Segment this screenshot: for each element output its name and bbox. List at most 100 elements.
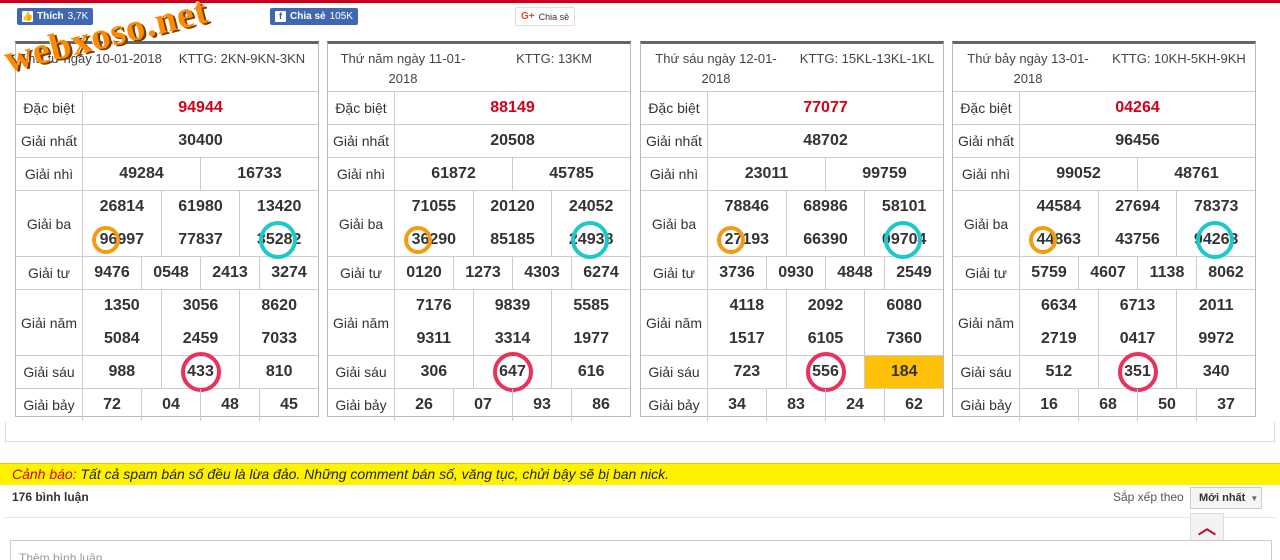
prize-number: 23011 (708, 158, 825, 190)
prize-number-text: 26 (415, 396, 433, 413)
prize-row: Giải bảy 72 04 48 45 (16, 388, 318, 421)
prize-label: Giải bảy (328, 389, 395, 421)
prize-number-text: 7033 (261, 329, 297, 347)
prize-number-text: 26814 (99, 198, 145, 216)
prize-number: 94944 (83, 92, 318, 124)
warning-label: Cảnh báo: (12, 466, 77, 482)
prize-number-text: 184 (890, 363, 918, 380)
prize-row: Giải sáu 512 351 340 (953, 352, 1255, 392)
facebook-share-button[interactable]: f Chia sẻ 105K (270, 8, 358, 25)
prize-number-text: 48702 (803, 132, 848, 149)
prize-number: 988 (83, 356, 161, 388)
prize-number: 78846 (708, 191, 786, 224)
card-header: Thứ tư ngày 10-01-2018 KTTG: 2KN-9KN-3KN (16, 44, 318, 91)
prize-number: 71055 (395, 191, 473, 224)
prize-number: 5084 (83, 323, 161, 356)
prize-number: 45 (259, 389, 318, 421)
prize-row: Giải nhất 48702 (641, 124, 943, 157)
prize-number-text: 1350 (104, 297, 140, 315)
comment-placeholder: Thêm bình luận... (19, 551, 113, 560)
prize-number: 44584 (1020, 191, 1098, 224)
prize-number-text: 9476 (94, 264, 130, 281)
sort-label: Sắp xếp theo (1113, 490, 1184, 504)
scroll-to-top-button[interactable]: ︿ (1190, 513, 1224, 541)
prize-label: Giải năm (953, 290, 1020, 355)
prize-number-text: 48761 (1174, 165, 1219, 182)
warning-banner: Cảnh báo: Tất cả spam bán số đều là lừa … (0, 463, 1280, 485)
prize-number-text: 99759 (862, 165, 907, 182)
prize-number-text: 93 (533, 396, 551, 413)
prize-number-text: 8062 (1208, 264, 1244, 281)
prize-number: 1517 (708, 323, 786, 356)
prize-number-text: 0548 (153, 264, 189, 281)
sort-value: Mới nhất (1199, 492, 1246, 504)
prize-number-text: 71055 (411, 198, 457, 216)
card-header: Thứ bảy ngày 13-01-2018 KTTG: 10KH-5KH-9K… (953, 44, 1255, 91)
prize-number: 26814 (83, 191, 161, 224)
add-comment-input[interactable]: Thêm bình luận... (10, 540, 1272, 560)
prize-number-text: 94263 (1193, 230, 1239, 248)
prize-row: Giải ba 44584 27694 78373 44863 43756 94263 (953, 190, 1255, 259)
prize-number: 68 (1078, 389, 1137, 421)
prize-number-text: 1977 (573, 329, 609, 347)
prize-number-text: 988 (108, 363, 136, 380)
prize-number: 99052 (1020, 158, 1137, 190)
prize-row: Giải bảy 34 83 24 62 (641, 388, 943, 421)
prize-number-text: 3274 (271, 264, 307, 281)
prize-number-text: 1138 (1149, 264, 1185, 281)
prize-number-text: 88149 (490, 99, 535, 116)
prize-number-text: 1517 (729, 329, 765, 347)
prize-number: 68986 (785, 191, 865, 224)
facebook-icon: f (275, 11, 286, 22)
prize-row: Giải nhất 30400 (16, 124, 318, 157)
prize-number-text: 5585 (573, 297, 609, 315)
sort-select[interactable]: Mới nhất ▼ (1190, 487, 1262, 509)
prize-number: 9476 (83, 257, 141, 289)
prize-number-text: 62 (905, 396, 923, 413)
prize-number: 3274 (259, 257, 318, 289)
prize-number-text: 50 (1158, 396, 1176, 413)
prize-number-text: 24052 (568, 198, 614, 216)
prize-number-text: 3314 (494, 329, 531, 347)
prize-number: 44863 (1020, 224, 1098, 257)
prize-number: 83 (766, 389, 825, 421)
prize-number-text: 2719 (1041, 329, 1077, 347)
prize-number: 86 (571, 389, 630, 421)
prize-number-text: 0417 (1119, 329, 1156, 347)
prize-number-text: 58101 (881, 198, 927, 216)
prize-number-text: 6105 (807, 329, 844, 347)
prize-number-text: 61980 (178, 198, 223, 216)
prize-label: Giải nhì (953, 158, 1020, 190)
prize-row: Giải nhất 96456 (953, 124, 1255, 157)
prize-number: 6080 (864, 290, 943, 323)
top-accent-line (0, 0, 1280, 3)
prize-label: Giải ba (953, 191, 1020, 256)
google-plus-share-button[interactable]: G+ Chia sẻ (515, 7, 576, 26)
prize-number: 77077 (708, 92, 943, 124)
prize-number-text: 77077 (803, 99, 848, 116)
facebook-like-button[interactable]: 👍 Thích 3,7K (17, 8, 94, 25)
gplus-label: Chia sẻ (538, 11, 570, 22)
prize-number-text: 04 (162, 396, 180, 413)
prize-number: 77837 (160, 223, 240, 256)
prize-number: 556 (785, 352, 865, 392)
lottery-result-card: Thứ năm ngày 11-01-2018 KTTG: 13KM Đặc biệ… (327, 41, 631, 421)
prize-number: 306 (395, 356, 473, 388)
prize-number-text: 13420 (256, 198, 302, 216)
prize-label: Giải tư (328, 257, 395, 289)
prize-number-text: 45 (280, 396, 298, 413)
prize-number-text: 351 (1124, 363, 1151, 380)
prize-number-text: 37 (1217, 396, 1235, 413)
prize-number: 5759 (1020, 257, 1078, 289)
prize-number: 2719 (1020, 323, 1098, 356)
prize-number: 4118 (708, 290, 786, 323)
prize-number-text: 96997 (99, 230, 145, 248)
prize-number-text: 4848 (837, 264, 873, 281)
prize-number-text: 30400 (178, 132, 223, 149)
prize-number: 1138 (1137, 257, 1196, 289)
prize-label: Giải năm (641, 290, 708, 355)
prize-number-text: 306 (420, 363, 448, 380)
prize-row: Giải bảy 16 68 50 37 (953, 388, 1255, 421)
prize-row: Giải ba 71055 20120 24052 36290 85185 24938 (328, 190, 630, 259)
prize-number-text: 86 (592, 396, 610, 413)
